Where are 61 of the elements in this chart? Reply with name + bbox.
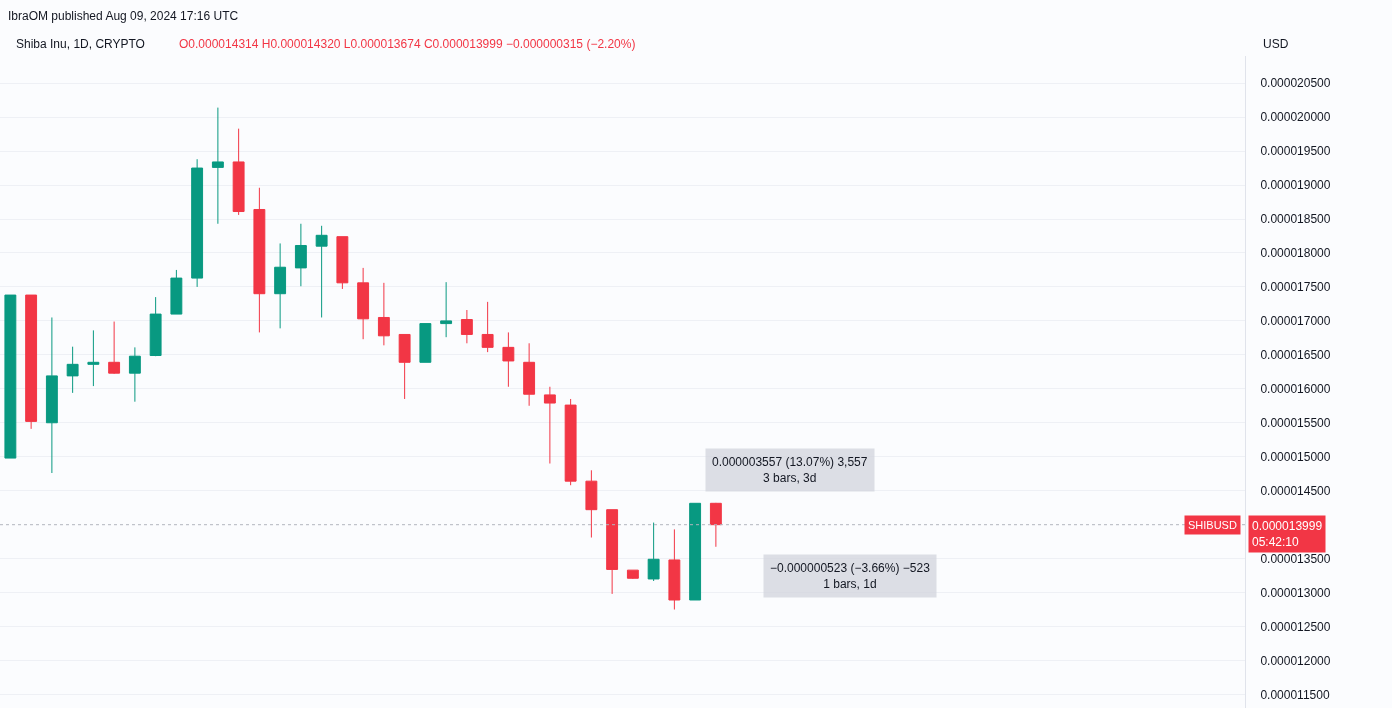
- candlestick: [481, 301, 494, 353]
- y-tick-label: 0.000018500: [1260, 212, 1331, 227]
- candlestick: [128, 346, 141, 403]
- candlestick: [294, 223, 307, 287]
- chart-subtitle: Shiba Inu, 1D, CRYPTO: [16, 37, 145, 51]
- candlestick: [460, 309, 473, 344]
- candlestick: [4, 294, 17, 459]
- candlestick: [357, 267, 370, 340]
- y-tick-label: 0.000014500: [1260, 483, 1331, 498]
- candlestick: [315, 225, 328, 318]
- ref-line-label: 0.000013999 05:42:10: [1252, 519, 1323, 549]
- y-tick-label: 0.000020500: [1260, 76, 1331, 91]
- candlestick: [440, 281, 453, 338]
- candlestick: [668, 528, 681, 611]
- candlestick: [336, 236, 349, 290]
- candlestick: [253, 187, 266, 333]
- candlestick: [108, 321, 121, 375]
- candlestick: [585, 469, 598, 539]
- y-tick-label: 0.000015500: [1260, 415, 1331, 430]
- candlestick: [523, 342, 536, 407]
- annotation: 0.000003557 (13.07%) 3,557 3 bars, 3d: [712, 455, 868, 485]
- candlestick: [419, 323, 432, 363]
- y-axis-title: USD: [1263, 37, 1289, 51]
- y-tick-label: 0.000020000: [1260, 110, 1331, 125]
- candlestick: [626, 569, 639, 580]
- y-tick-label: 0.000017500: [1260, 280, 1331, 295]
- candlestick: [25, 294, 38, 430]
- candlestick: [66, 346, 79, 394]
- annotation: SHIBUSD: [1188, 519, 1237, 531]
- candlestick: [606, 509, 619, 595]
- candlestick: [170, 269, 183, 315]
- y-tick-label: 0.000019500: [1260, 144, 1331, 159]
- candlestick: [45, 316, 58, 474]
- candlestick: [211, 107, 224, 225]
- candlestick: [709, 502, 722, 548]
- candlestick: [87, 329, 100, 387]
- candlestick: [398, 333, 411, 400]
- y-tick-label: 0.000015000: [1260, 449, 1331, 464]
- y-tick-label: 0.000019000: [1260, 178, 1331, 193]
- text: O0.000014314 H0.000014320 L0.000013674 C0.000013999 −0.000000315 (−2.20%): [179, 37, 636, 51]
- annotation: −0.000000523 (−3.66%) −523 1 bars, 1d: [770, 561, 931, 591]
- y-tick-label: 0.000018000: [1260, 246, 1331, 261]
- candlestick: [647, 522, 660, 582]
- y-tick-label: 0.000017000: [1260, 314, 1331, 329]
- y-tick-label: 0.000016000: [1260, 381, 1331, 396]
- y-tick-label: 0.000012000: [1260, 653, 1331, 668]
- candlestick: [543, 386, 556, 464]
- candlestick: [191, 158, 204, 288]
- y-tick-label: 0.000016500: [1260, 348, 1331, 363]
- candlestick: [149, 296, 162, 357]
- candlestick: [274, 242, 287, 329]
- candlestick: [564, 398, 577, 486]
- candlestick: [232, 128, 245, 216]
- y-tick-label: 0.000011500: [1260, 687, 1330, 702]
- y-tick-label: 0.000012500: [1260, 619, 1331, 634]
- y-tick-label: 0.000013000: [1260, 585, 1331, 600]
- y-tick-label: 0.000013500: [1260, 551, 1331, 566]
- chart-title: IbraOM published Aug 09, 2024 17:16 UTC: [8, 9, 239, 24]
- candlestick: [502, 331, 515, 388]
- candlestick: [689, 502, 702, 601]
- candlestick: [377, 282, 390, 346]
